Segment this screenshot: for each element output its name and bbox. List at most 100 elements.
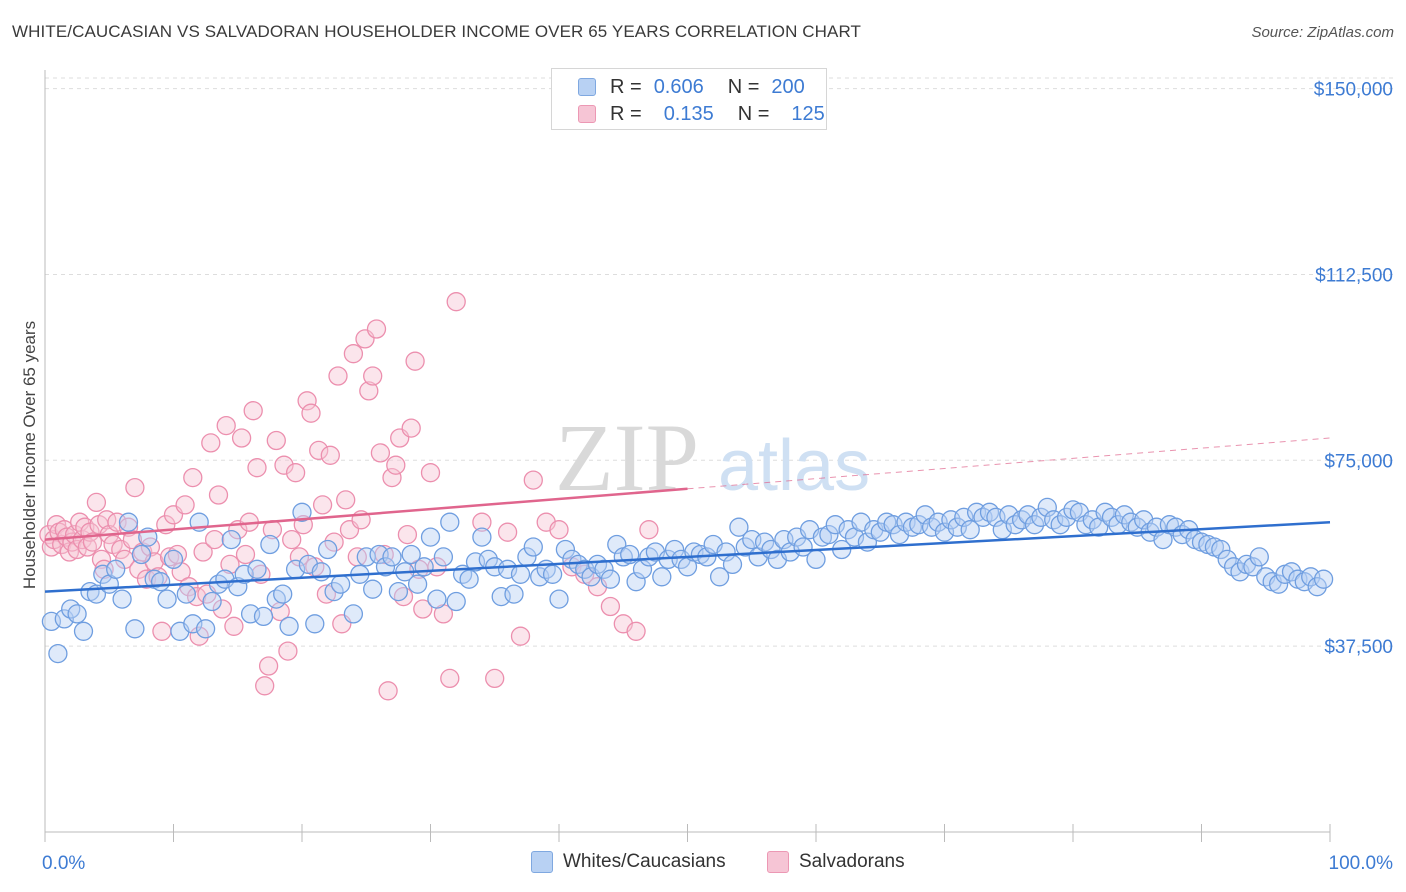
whites-point [305, 614, 325, 634]
tick-labels: $37,500 $75,000 $112,500 $150,000 0.0% 100.0% [42, 80, 1393, 874]
whites-point [510, 564, 531, 584]
r-label: R = [610, 102, 642, 125]
whites-point [401, 544, 421, 565]
whites-point [67, 604, 87, 624]
legend-item-whites[interactable]: Whites/Caucasians [531, 851, 726, 873]
legend-salvadorans-label: Salvadorans [799, 851, 905, 872]
whites-point [1313, 569, 1334, 589]
salvadorans-point [446, 292, 466, 312]
salvadorans-point [201, 433, 221, 453]
whites-point [150, 572, 171, 592]
salvadorans-point [510, 626, 531, 646]
whites-point [260, 534, 280, 555]
whites-point [934, 522, 955, 542]
source-label: Source: ZipAtlas.com [1251, 24, 1394, 41]
whites-point [375, 557, 396, 577]
whites-point [125, 619, 145, 639]
salvadorans-point [472, 512, 492, 532]
salvadorans-point [107, 512, 127, 532]
whites-point [163, 549, 184, 570]
n-label: N = [727, 75, 760, 98]
legend-item-salvadorans[interactable]: Salvadorans [767, 851, 905, 873]
whites-point [420, 527, 441, 547]
whites-point [652, 567, 672, 587]
whites-point [1037, 497, 1057, 518]
whites-point [716, 542, 736, 562]
whites-swatch [578, 78, 596, 96]
whites-point [106, 559, 126, 579]
whites-point [157, 589, 177, 609]
whites-point [318, 539, 338, 560]
whites-point [446, 591, 466, 612]
whites-point [1268, 574, 1289, 594]
whites-point [1024, 515, 1045, 535]
whites-point [176, 584, 196, 604]
salvadorans-point [208, 485, 229, 505]
whites-point [131, 544, 152, 565]
whites-point [1050, 515, 1070, 535]
salvadorans-point [152, 621, 172, 641]
whites-point [292, 502, 312, 522]
whites-point [234, 564, 254, 584]
salvadorans-point [243, 401, 263, 421]
whites-point [549, 589, 569, 609]
salvadorans-point [258, 656, 279, 676]
whites-point [343, 604, 364, 624]
whites-point [1056, 507, 1077, 527]
salvadorans-point [320, 445, 340, 465]
whites-point [575, 559, 595, 579]
trend-lines [44, 437, 1331, 593]
whites-point [825, 515, 845, 535]
whites-point [388, 581, 409, 602]
whites-swatch [531, 851, 553, 873]
whites-point [433, 547, 454, 567]
legend-row-salvadorans: R = 0.135 N = 125 [578, 103, 825, 125]
salvadorans-point [413, 599, 433, 619]
salvadorans-point [626, 621, 646, 641]
salvadorans-point [549, 520, 569, 540]
whites-point [324, 581, 344, 602]
trend-line-salvadorans [44, 487, 688, 541]
salvadorans-point [485, 668, 505, 689]
r-value: 0.606 [653, 75, 704, 98]
whites-point [600, 569, 621, 589]
salvadorans-point [183, 467, 203, 488]
whites-point [1281, 562, 1302, 582]
salvadorans-point [235, 544, 256, 565]
whites-point [266, 589, 286, 609]
salvadorans-point [274, 455, 294, 475]
whites-point [48, 643, 68, 664]
whites-point [555, 539, 576, 560]
n-value: 200 [771, 75, 805, 98]
salvadorans-point [179, 577, 199, 597]
trend-line-salvadorans-projection [687, 437, 1331, 490]
whites-point [1249, 547, 1269, 567]
y-tick-label: $75,000 [1324, 451, 1393, 472]
salvadorans-point [175, 495, 195, 515]
watermark-atlas: atlas [718, 426, 870, 506]
salvadorans-point [86, 492, 107, 513]
salvadorans-point [204, 529, 225, 550]
x-tick-label-min: 0.0% [42, 853, 85, 874]
whites-point [1095, 502, 1115, 522]
whites-point [253, 606, 274, 627]
whites-point [183, 614, 203, 634]
whites-point [806, 549, 826, 570]
whites-point [382, 547, 402, 567]
salvadorans-point [189, 626, 209, 646]
salvadorans-swatch [578, 105, 596, 123]
salvadorans-point [297, 391, 317, 411]
whites-point [279, 616, 299, 636]
whites-points [41, 497, 1334, 664]
whites-point [761, 539, 781, 560]
whites-point [1217, 549, 1237, 570]
salvadorans-point [639, 520, 659, 540]
salvadorans-point [285, 463, 306, 483]
salvadorans-point [523, 470, 543, 490]
whites-point [607, 534, 627, 555]
salvadorans-point [316, 584, 337, 604]
salvadorans-point [278, 641, 298, 661]
whites-point [459, 569, 479, 589]
whites-point [112, 589, 132, 609]
